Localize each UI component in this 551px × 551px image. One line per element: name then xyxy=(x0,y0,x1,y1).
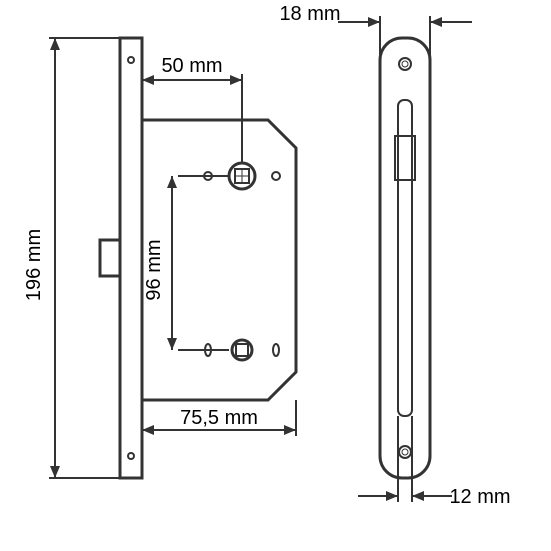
dim-strike-inner-12: 12 mm xyxy=(449,486,510,508)
dim-backset-50: 50 mm xyxy=(161,55,222,77)
strike-plate-view xyxy=(380,38,430,478)
dim-depth-755: 75,5 mm xyxy=(180,407,258,429)
dim-height-196: 196 mm xyxy=(23,229,45,301)
dimensions xyxy=(49,16,472,502)
lock-technical-drawing: 196 mm 50 mm 96 mm 75,5 mm 18 mm 12 mm xyxy=(0,0,551,551)
dim-strike-w-18: 18 mm xyxy=(279,3,340,25)
dim-centres-96: 96 mm xyxy=(143,239,165,300)
